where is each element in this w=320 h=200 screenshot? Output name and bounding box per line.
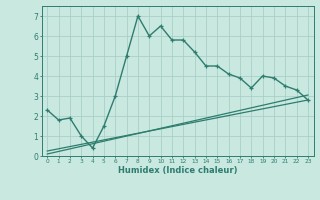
- X-axis label: Humidex (Indice chaleur): Humidex (Indice chaleur): [118, 166, 237, 175]
